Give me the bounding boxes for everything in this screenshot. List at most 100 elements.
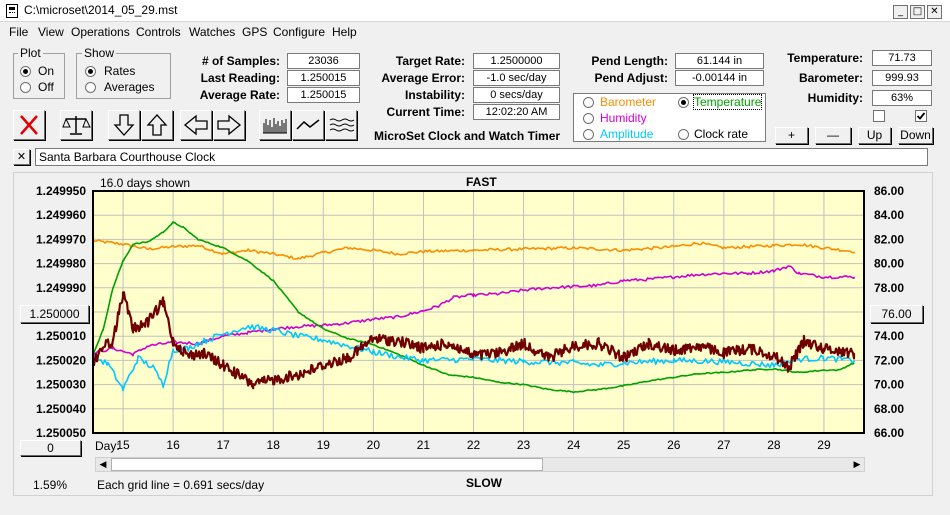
x-tick-label: 29 xyxy=(817,438,831,452)
balance-scale-icon xyxy=(62,116,91,135)
window-title: C:\microset\2014_05_29.mst xyxy=(24,3,178,17)
down-arrow-icon xyxy=(113,114,135,136)
pend-length-label: Pend Length: xyxy=(591,54,668,68)
scroll-right-button[interactable] xyxy=(213,110,245,140)
y-right-tick-label: 68.00 xyxy=(874,402,904,416)
y-left-tick-label: 1.249950 xyxy=(36,184,86,198)
x-tick-label: 18 xyxy=(267,438,281,452)
plot-off-label: Off xyxy=(38,80,54,94)
scroll-left-arrow-icon[interactable]: ◀ xyxy=(99,459,107,469)
rate-up-button[interactable] xyxy=(141,110,173,140)
x-tick-label: 28 xyxy=(767,438,781,452)
scroll-left-button[interactable] xyxy=(180,110,212,140)
y-right-tick-label: 70.00 xyxy=(874,378,904,392)
reset-zero-button[interactable]: 0 xyxy=(20,440,81,456)
close-window-button[interactable]: ✕ xyxy=(927,5,942,19)
scroll-up-button[interactable]: Up xyxy=(858,127,891,144)
humidity-option-label: Humidity xyxy=(600,111,647,125)
wave-view-button[interactable] xyxy=(325,110,357,140)
samples-label: # of Samples: xyxy=(201,54,280,68)
humidity-label: Humidity: xyxy=(807,91,863,105)
center-rate-button[interactable]: 1.250000 xyxy=(20,305,89,323)
menu-bar: File View Operations Controls Watches GP… xyxy=(0,22,950,42)
secondary-plot-selector xyxy=(573,93,766,142)
y-left-tick-label: 1.249960 xyxy=(36,208,86,222)
x-tick-label: 23 xyxy=(517,438,531,452)
barometer-label: Barometer: xyxy=(798,71,863,85)
watch-name-field[interactable]: Santa Barbara Courthouse Clock xyxy=(35,148,928,166)
zoom-in-button[interactable]: + xyxy=(775,127,808,144)
temperature-option-label: Temperature xyxy=(692,94,763,110)
plot-on-label: On xyxy=(38,64,55,78)
checkbox-left[interactable] xyxy=(873,110,885,122)
bar-view-button[interactable] xyxy=(259,110,291,140)
scroll-down-button[interactable]: Down xyxy=(898,127,933,144)
y-right-tick-label: 86.00 xyxy=(874,184,904,198)
pend-adjust-label: Pend Adjust: xyxy=(594,71,668,85)
center-temperature-button[interactable]: 76.00 xyxy=(870,305,923,323)
days-shown-label: 16.0 days shown xyxy=(100,176,191,190)
line-graph-icon xyxy=(296,119,320,130)
minimize-button[interactable]: _ xyxy=(893,5,908,19)
left-arrow-icon xyxy=(183,114,208,136)
average-rate-value: 1.250015 xyxy=(287,87,360,103)
show-rates-radio[interactable] xyxy=(85,66,96,77)
y-left-tick-label: 1.249970 xyxy=(36,232,86,246)
menu-help[interactable]: Help xyxy=(332,25,357,39)
horizontal-scrollbar[interactable]: ◀ ▶ xyxy=(95,457,865,472)
close-watch-button[interactable]: ✕ xyxy=(13,149,30,165)
y-right-tick-label: 84.00 xyxy=(874,208,904,222)
series-line-clock-rate xyxy=(91,291,856,390)
line-view-button[interactable] xyxy=(292,110,324,140)
scrollbar-thumb[interactable] xyxy=(111,458,543,471)
close-icon: ✕ xyxy=(16,151,27,163)
app-icon[interactable] xyxy=(6,4,18,18)
show-rates-label: Rates xyxy=(104,64,136,78)
y-left-tick-label: 1.249980 xyxy=(36,257,86,271)
menu-configure[interactable]: Configure xyxy=(273,25,326,39)
checkbox-right[interactable] xyxy=(915,110,927,122)
plot-group-title: Plot xyxy=(18,46,43,60)
chart-panel xyxy=(13,172,933,496)
maximize-button[interactable]: □ xyxy=(910,5,925,19)
plot-on-radio[interactable] xyxy=(20,66,31,77)
instability-label: Instability: xyxy=(404,88,465,102)
menu-watches[interactable]: Watches xyxy=(189,25,236,39)
menu-operations[interactable]: Operations xyxy=(71,25,130,39)
fast-label: FAST xyxy=(466,175,497,189)
humidity-radio[interactable] xyxy=(583,113,594,124)
right-arrow-icon xyxy=(217,114,242,136)
grid-note: Each grid line = 0.691 secs/day xyxy=(97,478,265,492)
barometer-radio[interactable] xyxy=(583,97,594,108)
menu-gps[interactable]: GPS xyxy=(242,25,268,39)
amplitude-option-label: Amplitude xyxy=(600,127,654,141)
clear-data-button[interactable] xyxy=(13,110,45,140)
series-line-amplitude xyxy=(92,324,855,392)
temperature-label: Temperature: xyxy=(787,51,863,65)
temperature-radio[interactable] xyxy=(678,97,689,108)
pend-adjust-value: -0.00144 in xyxy=(675,70,764,86)
checkmark-icon xyxy=(916,112,926,120)
humidity-value: 63% xyxy=(872,90,932,106)
y-right-tick-label: 72.00 xyxy=(874,353,904,367)
y-right-tick-label: 74.00 xyxy=(874,329,904,343)
menu-file[interactable]: File xyxy=(9,25,29,39)
x-tick-label: 26 xyxy=(667,438,681,452)
menu-view[interactable]: View xyxy=(38,25,64,39)
show-averages-radio[interactable] xyxy=(85,82,96,93)
scroll-right-arrow-icon[interactable]: ▶ xyxy=(853,459,861,469)
clock-rate-radio[interactable] xyxy=(678,129,689,140)
x-tick-label: 17 xyxy=(216,438,230,452)
day-label: Day: xyxy=(95,439,120,453)
menu-controls[interactable]: Controls xyxy=(136,25,181,39)
balance-button[interactable] xyxy=(60,110,92,140)
amplitude-radio[interactable] xyxy=(583,129,594,140)
y-right-tick-label: 82.00 xyxy=(874,232,904,246)
x-tick-label: 19 xyxy=(317,438,331,452)
x-tick-label: 27 xyxy=(717,438,731,452)
pend-length-value: 61.144 in xyxy=(675,53,764,69)
rate-down-button[interactable] xyxy=(108,110,140,140)
zoom-out-button[interactable]: — xyxy=(815,127,851,144)
barometer-value: 999.93 xyxy=(872,70,932,86)
plot-off-radio[interactable] xyxy=(20,82,31,93)
